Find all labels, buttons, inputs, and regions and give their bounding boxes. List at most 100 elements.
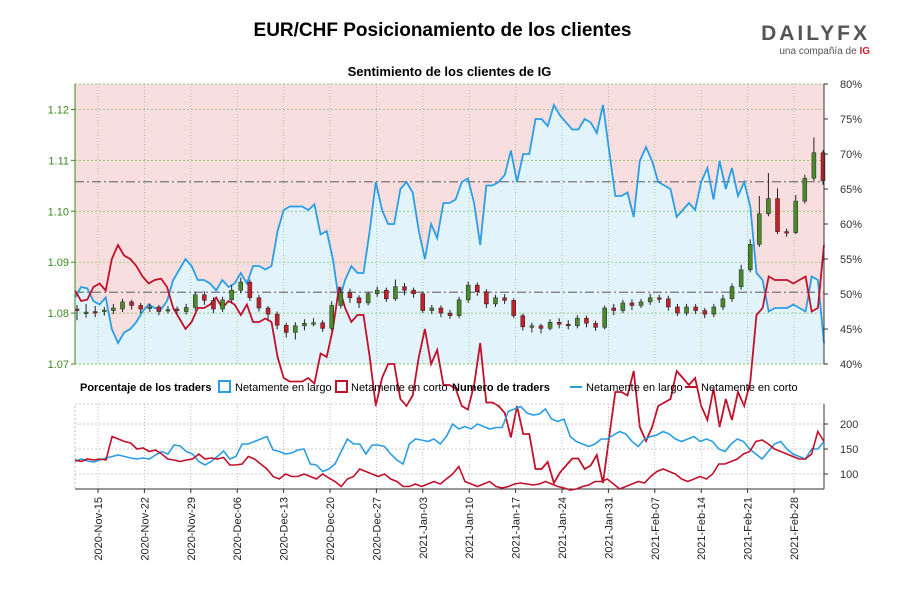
candle	[74, 308, 80, 311]
legend-pct-long-swatch	[218, 380, 231, 393]
x-tick-label: 2021-Jan-31	[603, 497, 615, 559]
logo-tagline-text: una compañía de	[779, 46, 857, 57]
candle	[538, 325, 544, 329]
candle	[111, 307, 116, 311]
candle	[238, 281, 244, 291]
candle	[211, 300, 216, 310]
candle	[229, 289, 234, 301]
x-tick-label: 2020-Nov-15	[93, 497, 105, 561]
candle	[484, 291, 489, 305]
candle	[711, 306, 717, 315]
candle	[147, 306, 153, 309]
legend-pct-title: Porcentaje de los traders	[80, 382, 211, 394]
right-tick-label: 150	[840, 444, 858, 456]
right-tick-label: 70%	[840, 149, 862, 161]
candle	[593, 323, 598, 328]
candle	[384, 289, 389, 300]
candle	[793, 200, 798, 233]
candle	[193, 294, 198, 308]
candle	[393, 286, 398, 300]
candle	[183, 307, 189, 312]
candle	[283, 325, 289, 333]
candle	[293, 325, 298, 333]
candle	[702, 310, 707, 315]
candle	[274, 313, 280, 326]
left-tick-label: 1.08	[48, 308, 69, 320]
candle	[129, 301, 134, 306]
candle	[611, 307, 617, 311]
candle	[602, 307, 607, 328]
candle	[338, 292, 344, 306]
candle	[456, 299, 462, 316]
price-sentiment-panel: 1.07 1.08 1.09 1.10 1.11 1.12 40% 45% 50% 55% 60% 6…	[48, 79, 862, 486]
right-tick-label: 40%	[840, 359, 862, 371]
candle	[120, 301, 125, 310]
x-tick-label: 2021-Jan-24	[557, 497, 569, 559]
legend-pct-long: Netamente en largo	[235, 382, 332, 394]
candle	[356, 297, 362, 304]
x-tick-label: 2020-Dec-27	[371, 497, 383, 561]
left-tick-label: 1.10	[48, 206, 69, 218]
chart-subtitle: Sentimiento de los clientes de IG	[347, 64, 552, 79]
left-tick-label: 1.09	[48, 257, 69, 269]
right-tick-label: 80%	[840, 79, 862, 91]
candle	[302, 323, 307, 327]
x-tick-label: 2021-Jan-10	[464, 497, 476, 559]
long-sentiment-area	[75, 105, 824, 364]
legend-num-long: Netamente en largo	[586, 382, 683, 394]
right-tick-label: 45%	[840, 324, 862, 336]
candle	[747, 244, 753, 271]
right-tick-label: 65%	[840, 184, 862, 196]
candle	[265, 307, 271, 315]
logo-tagline: una compañía de IG	[760, 46, 870, 57]
candle	[402, 286, 407, 291]
candle	[438, 307, 444, 314]
candle	[766, 198, 771, 215]
candle	[247, 281, 253, 299]
x-tick-label: 2020-Dec-13	[279, 497, 291, 561]
right-tick-label: 75%	[840, 114, 862, 126]
candle	[174, 308, 180, 311]
x-tick-label: 2020-Nov-29	[186, 497, 198, 561]
candle	[202, 294, 207, 301]
x-tick-label: 2021-Feb-21	[743, 497, 755, 560]
candle	[420, 293, 425, 311]
candle	[547, 322, 553, 329]
logo-ig: IG	[859, 46, 870, 57]
traders-long-line	[74, 405, 825, 473]
x-tick-label: 2021-Jan-03	[418, 497, 430, 559]
x-tick-label: 2021-Jan-17	[511, 497, 523, 559]
candle	[102, 309, 107, 312]
candle	[666, 298, 671, 308]
x-tick-label: 2021-Feb-28	[789, 497, 801, 560]
candle	[584, 317, 589, 324]
candle	[411, 289, 416, 294]
candle	[511, 300, 516, 316]
legend-num-short: Netamente en corto	[701, 382, 798, 394]
legend-pct-short: Netamente en corto	[351, 382, 448, 394]
right-tick-label: 50%	[840, 289, 862, 301]
candle	[165, 309, 171, 312]
candle	[365, 293, 371, 304]
x-tick-label: 2020-Dec-20	[325, 497, 337, 561]
x-axis: 2020-Nov-15 2020-Nov-22 2020-Nov-29 2020-De…	[93, 489, 801, 561]
candle	[329, 305, 334, 329]
chart-title: EUR/CHF Posicionamiento de los clientes	[253, 20, 632, 41]
left-tick-label: 1.12	[48, 104, 69, 116]
candle	[256, 297, 262, 309]
candle	[629, 302, 635, 306]
left-tick-label: 1.11	[48, 155, 69, 167]
candle	[811, 152, 817, 179]
right-tick-label: 100	[840, 469, 858, 481]
candle	[684, 306, 689, 314]
candle	[775, 198, 780, 232]
right-tick-label: 60%	[840, 219, 862, 231]
candle	[92, 311, 98, 314]
traders-short-line	[74, 429, 825, 491]
candle	[693, 306, 698, 311]
candle	[220, 299, 225, 310]
candle	[83, 311, 89, 314]
candle	[138, 305, 143, 310]
candle	[656, 297, 662, 300]
